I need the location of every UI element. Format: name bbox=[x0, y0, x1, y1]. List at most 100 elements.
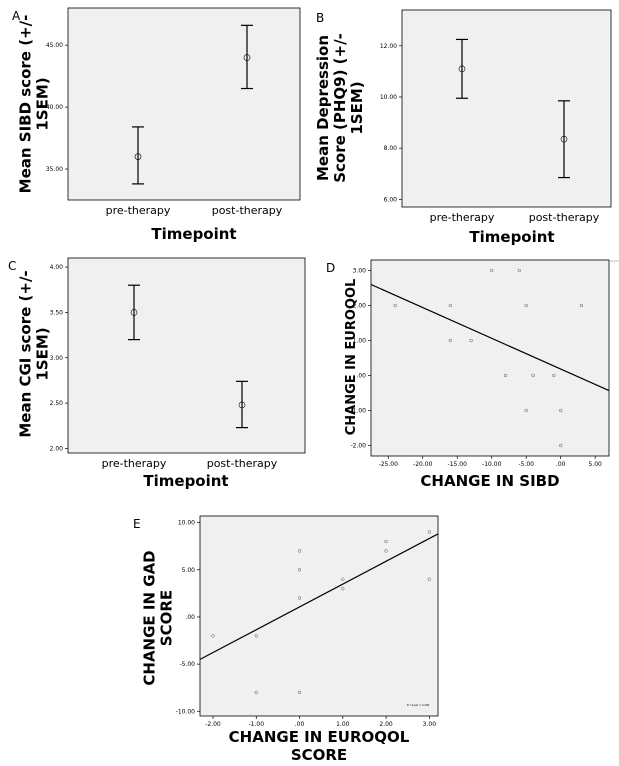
scatter-point bbox=[384, 539, 388, 544]
y-tick-label: 3.00 bbox=[353, 268, 367, 275]
y-axis-title: Mean Depression Score (PHQ9) (+/- 1SEM) bbox=[314, 33, 366, 183]
y-axis-title-line: 1SEM) bbox=[348, 81, 366, 134]
scatter-point bbox=[469, 338, 473, 343]
y-tick-label: 12.00 bbox=[380, 43, 397, 50]
y-axis-title: CHANGE IN GAD SCORE bbox=[141, 550, 176, 685]
scatter-point bbox=[427, 530, 431, 534]
scatter-point bbox=[297, 596, 302, 600]
mean-marker bbox=[458, 65, 466, 73]
plot-area bbox=[67, 257, 306, 454]
panel-label: C bbox=[8, 259, 16, 273]
x-category-label: pre-therapy bbox=[106, 204, 171, 217]
fit-line bbox=[200, 533, 438, 660]
y-tick-label: 45.00 bbox=[46, 42, 63, 49]
y-tick-label: 4.00 bbox=[50, 264, 64, 271]
y-axis-title-line: Score (PHQ9) (+/- bbox=[331, 33, 349, 183]
x-tick-label: .00 bbox=[295, 721, 305, 728]
scatter-point bbox=[531, 373, 535, 378]
plot-area bbox=[370, 259, 610, 457]
y-axis-title-line: Mean SIBD score (+/- bbox=[17, 15, 35, 194]
x-tick-label: -20.00 bbox=[413, 461, 433, 468]
x-tick-label: .00 bbox=[556, 461, 566, 468]
panel-label: D bbox=[326, 261, 335, 275]
scatter-point bbox=[384, 549, 388, 553]
y-axis-title-line: CHANGE IN EUROQOL bbox=[344, 279, 359, 436]
x-axis-title: Timepoint bbox=[151, 225, 236, 243]
panel-label: B bbox=[316, 11, 324, 25]
scatter-point bbox=[297, 549, 302, 553]
y-axis-title: Mean SIBD score (+/- 1SEM) bbox=[17, 15, 52, 194]
y-tick-label: -5.00 bbox=[179, 661, 195, 668]
x-axis-title-line: SCORE bbox=[291, 746, 347, 764]
x-category-label: pre-therapy bbox=[102, 457, 167, 470]
x-category-label: pre-therapy bbox=[430, 211, 495, 224]
scatter-point bbox=[559, 443, 563, 448]
y-axis-title: Mean CGI score (+/- 1SEM) bbox=[17, 270, 52, 437]
scatter-point bbox=[393, 303, 397, 308]
scatter-point bbox=[552, 373, 556, 378]
x-tick-label: 5.00 bbox=[589, 461, 603, 468]
x-axis-title: CHANGE IN SIBD bbox=[420, 472, 559, 490]
y-axis-title: CHANGE IN EUROQOL bbox=[344, 279, 359, 436]
mean-marker bbox=[238, 401, 246, 409]
chart-panel-e: E -10.00 -5.00 .00 5.00 10.00 -2.00 -1.00 .00 1.0… bbox=[133, 515, 439, 764]
chart-panel-a: A 35.00 40.00 45.00 pre-therapy post-therapy T… bbox=[12, 7, 301, 243]
x-category-label: post-therapy bbox=[529, 211, 600, 224]
panel-label: A bbox=[12, 9, 21, 23]
y-axis-title-line: 1SEM) bbox=[34, 77, 52, 130]
fit-line bbox=[371, 283, 609, 392]
scatter-point bbox=[297, 568, 302, 572]
x-tick-label: 3.00 bbox=[423, 721, 437, 728]
y-tick-label: .00 bbox=[185, 614, 195, 621]
scatter-point bbox=[524, 408, 528, 413]
y-axis-title-line: 1SEM) bbox=[34, 327, 52, 380]
y-tick-label: .00 bbox=[356, 373, 366, 380]
y-tick-label: 10.00 bbox=[178, 520, 195, 527]
y-tick-label: -10.00 bbox=[176, 708, 196, 715]
scatter-point bbox=[448, 338, 452, 343]
y-tick-label: 5.00 bbox=[182, 567, 196, 574]
y-tick-label: 2.50 bbox=[50, 400, 64, 407]
y-tick-label: 2.00 bbox=[353, 303, 367, 310]
chart-panel-d: D -2.00 -1.00 .00 1.00 2.00 3.00 -25.00 -20.00 -1… bbox=[326, 259, 610, 490]
x-tick-label: -5.00 bbox=[518, 461, 534, 468]
y-axis-title-line: Mean CGI score (+/- bbox=[17, 270, 35, 437]
y-tick-label: 6.00 bbox=[384, 196, 398, 203]
x-axis-title: Timepoint bbox=[469, 228, 554, 246]
scatter-point bbox=[490, 268, 494, 273]
x-tick-label: -25.00 bbox=[379, 461, 399, 468]
chart-panel-c: C 2.00 2.50 3.00 3.50 4.00 pre-therapy post-the… bbox=[8, 257, 306, 490]
scatter-point bbox=[341, 586, 345, 591]
y-tick-label: 40.00 bbox=[46, 104, 63, 111]
y-tick-label: 3.50 bbox=[50, 309, 64, 316]
scatter-point bbox=[341, 577, 345, 581]
x-axis-title-line: CHANGE IN EUROQOL bbox=[229, 728, 410, 746]
x-axis-title: Timepoint bbox=[143, 472, 228, 490]
plot-area bbox=[401, 9, 612, 208]
x-tick-label: 1.00 bbox=[336, 721, 350, 728]
y-tick-label: -1.00 bbox=[350, 408, 366, 415]
y-tick-label: 8.00 bbox=[384, 145, 398, 152]
scatter-point bbox=[254, 690, 258, 695]
x-tick-label: 2.00 bbox=[379, 721, 393, 728]
y-tick-label: 35.00 bbox=[46, 166, 63, 173]
x-tick-label: -1.00 bbox=[248, 721, 264, 728]
mean-marker bbox=[243, 54, 251, 61]
fit-legend-label: R² Linear = 0.408 bbox=[407, 703, 430, 707]
y-axis-title-line: Mean Depression bbox=[314, 35, 332, 181]
scatter-point bbox=[517, 268, 521, 273]
y-tick-label: 1.00 bbox=[353, 338, 367, 345]
scatter-point bbox=[503, 373, 508, 378]
scatter-point bbox=[427, 577, 431, 581]
scatter-point bbox=[211, 634, 215, 638]
scatter-point bbox=[448, 303, 452, 308]
plot-area bbox=[199, 515, 439, 717]
x-category-label: post-therapy bbox=[212, 204, 283, 217]
chart-panel-b: B 6.00 8.00 10.00 12.00 pre-therapy post-thera… bbox=[314, 9, 612, 246]
x-category-label: post-therapy bbox=[207, 457, 278, 470]
mean-marker bbox=[130, 309, 138, 316]
y-tick-label: 2.00 bbox=[50, 445, 64, 452]
plot-area bbox=[67, 7, 301, 201]
y-tick-label: -2.00 bbox=[350, 443, 366, 450]
